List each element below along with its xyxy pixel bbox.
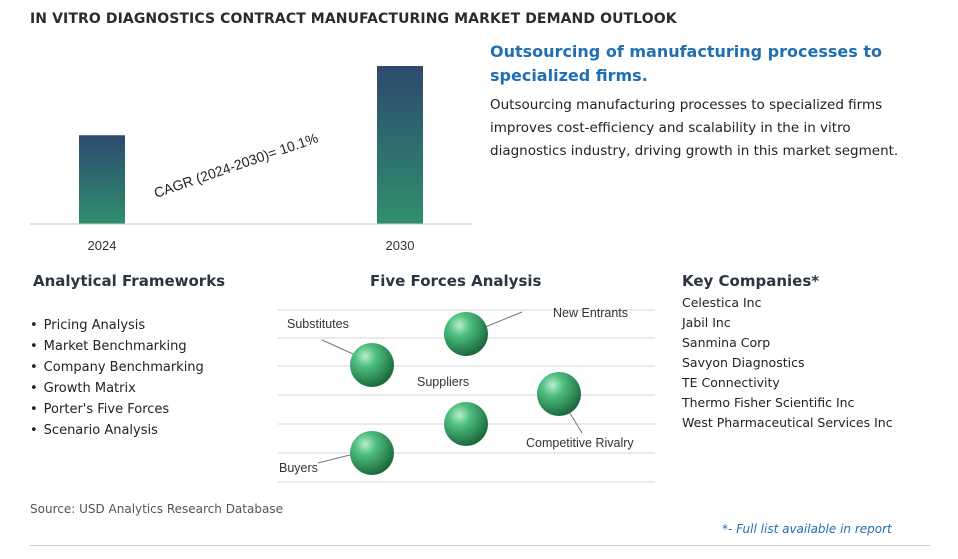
force-ball-substitutes <box>350 343 394 387</box>
force-ball-suppliers <box>444 402 488 446</box>
force-label-new-entrants: New Entrants <box>553 306 628 320</box>
source-note: Source: USD Analytics Research Database <box>30 502 283 516</box>
key-companies-list: Celestica Inc Jabil Inc Sanmina Corp Sav… <box>682 293 893 433</box>
list-item: Porter's Five Forces <box>30 399 204 420</box>
bar-2030 <box>377 66 423 224</box>
list-item: Pricing Analysis <box>30 315 204 336</box>
x-tick-label: 2024 <box>88 238 117 253</box>
analytical-frameworks-list: Pricing Analysis Market Benchmarking Com… <box>30 315 204 441</box>
force-ball-competitive-rivalry <box>537 372 581 416</box>
demand-outlook-bar-chart: 2024 2030 CAGR (2024-2030)= 10.1% <box>30 66 472 253</box>
company-item: TE Connectivity <box>682 375 780 390</box>
list-item: Scenario Analysis <box>30 420 204 441</box>
analytical-frameworks-title: Analytical Frameworks <box>33 272 226 290</box>
insight-headline: Outsourcing of manufacturing processes t… <box>490 42 882 85</box>
company-item: Savyon Diagnostics <box>682 355 805 370</box>
company-item: Sanmina Corp <box>682 335 771 350</box>
five-forces-title: Five Forces Analysis <box>370 272 542 290</box>
force-ball-buyers <box>350 431 394 475</box>
key-companies-title: Key Companies* <box>682 272 820 290</box>
force-label-competitive-rivalry: Competitive Rivalry <box>526 436 634 450</box>
list-item: Market Benchmarking <box>30 336 204 357</box>
list-item: Growth Matrix <box>30 378 204 399</box>
company-item: Celestica Inc <box>682 295 762 310</box>
force-label-suppliers: Suppliers <box>417 375 469 389</box>
footnote-link[interactable]: *- Full list available in report <box>722 522 892 536</box>
force-label-substitutes: Substitutes <box>287 317 349 331</box>
force-ball-new-entrants <box>444 312 488 356</box>
company-item: Jabil Inc <box>682 315 731 330</box>
x-tick-label: 2030 <box>386 238 415 253</box>
force-label-buyers: Buyers <box>279 461 318 475</box>
bar-2024 <box>79 135 125 224</box>
list-item: Company Benchmarking <box>30 357 204 378</box>
page-title: IN VITRO DIAGNOSTICS CONTRACT MANUFACTUR… <box>30 11 677 27</box>
company-item: Thermo Fisher Scientific Inc <box>682 395 855 410</box>
company-item: West Pharmaceutical Services Inc <box>682 415 893 430</box>
bottom-divider <box>30 545 930 546</box>
insight-description: Outsourcing manufacturing processes to s… <box>490 97 899 159</box>
